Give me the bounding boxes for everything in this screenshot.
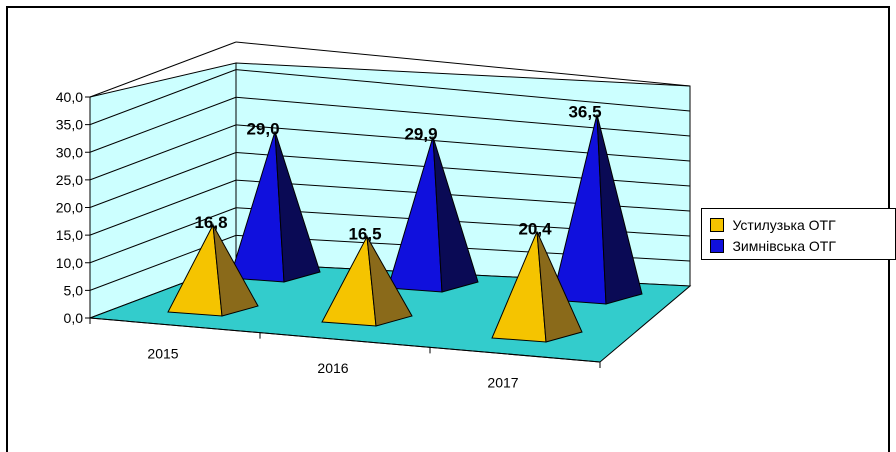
category-label: 2016 [317, 360, 348, 376]
bar-series-0-2016-side-face [366, 236, 413, 327]
data-label-series-1: 29,0 [246, 119, 279, 138]
bar-series-1-2015-side-face [274, 131, 321, 283]
category-label: 2015 [147, 345, 178, 361]
gridline [89, 207, 237, 264]
y-axis: 0,0 5,0 10,0 15,0 20,0 25,0 30,0 35,0 40,0 [56, 89, 91, 326]
legend-entry-0: Устилузька ОТГ [710, 216, 836, 234]
data-label-series-1: 36,5 [568, 102, 601, 121]
gridline [89, 152, 237, 208]
y-tick-label: 15,0 [56, 227, 83, 243]
legend-label-1: Зимнівська ОТГ [732, 237, 836, 254]
bar-series-1-2016 [387, 136, 479, 293]
gridline [89, 41, 237, 98]
gridline [235, 152, 691, 187]
legend: Устилузька ОТГ Зимнівська ОТГ [701, 208, 896, 260]
bar-series-0-2015-side-face [212, 224, 259, 317]
bar-series-0-2015 [167, 223, 259, 317]
x-axis-line [89, 317, 601, 363]
gridline [89, 179, 237, 236]
gridline [89, 69, 237, 126]
bar-series-1-2017 [551, 114, 643, 305]
data-label-series-0: 16,8 [194, 213, 227, 232]
bar-series-0-2017 [491, 231, 583, 343]
gridline [235, 124, 691, 162]
category-label: 2017 [487, 375, 518, 391]
y-tick-label: 25,0 [56, 172, 83, 188]
x-axis: 2015 2016 2017 [89, 317, 601, 391]
legend-label-0: Устилузька ОТГ [732, 216, 836, 233]
gridline [235, 41, 691, 87]
legend-entry-1: Зимнівська ОТГ [710, 237, 836, 255]
y-tick-label: 30,0 [56, 144, 83, 160]
gridline [89, 96, 237, 153]
y-tick-label: 35,0 [56, 117, 83, 133]
y-tick-label: 40,0 [56, 89, 83, 105]
bar-series-1-2016-side-face [432, 136, 479, 293]
data-labels: 29,0 29,9 36,5 16,8 16,5 20,4 [194, 102, 601, 243]
y-tick-label: 20,0 [56, 200, 83, 216]
bar-series-0-2016 [321, 234, 413, 327]
y-tick-label: 0,0 [64, 310, 84, 326]
gridline [235, 69, 691, 112]
data-label-series-0: 16,5 [348, 225, 381, 244]
gridline [89, 124, 237, 181]
legend-swatch-1 [710, 238, 724, 253]
bar-series-1-2015 [229, 131, 321, 283]
y-tick-label: 5,0 [64, 282, 84, 298]
bar-series-1-2017-side-face [596, 114, 643, 305]
data-label-series-0: 20,4 [518, 220, 552, 239]
y-tick-label: 10,0 [56, 255, 83, 271]
bars [167, 114, 643, 343]
gridline [235, 96, 691, 137]
data-label-series-1: 29,9 [404, 125, 437, 144]
legend-swatch-0 [710, 217, 724, 232]
bar-series-0-2017-side-face [536, 231, 583, 343]
